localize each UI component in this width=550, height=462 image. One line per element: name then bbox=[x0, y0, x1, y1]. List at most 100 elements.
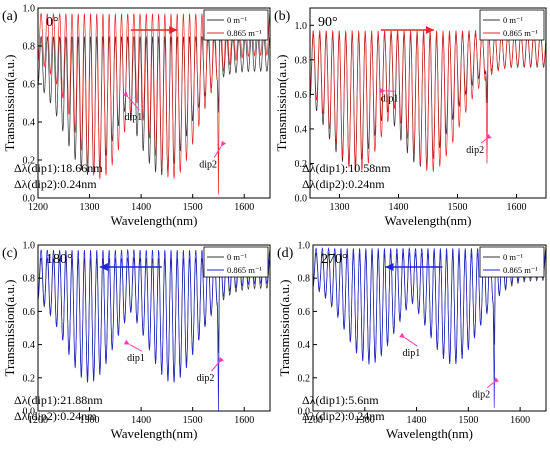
shift-arrow-head bbox=[425, 26, 434, 34]
legend-label: 0.865 m⁻¹ bbox=[503, 265, 538, 275]
panel-label: (d) bbox=[277, 246, 294, 261]
annotation-label: dip2 bbox=[472, 390, 490, 401]
angle-label: 90° bbox=[318, 15, 338, 30]
annotation-arrow-head bbox=[380, 88, 386, 94]
y-tick-label: 0.4 bbox=[23, 118, 36, 129]
y-tick-label: 0.4 bbox=[298, 340, 311, 351]
shift-note: Δλ(dip1):10.58nm bbox=[302, 161, 391, 175]
shift-note: Δλ(dip1):5.6nm bbox=[302, 393, 379, 407]
shift-note: Δλ(dip2):0.24nm bbox=[14, 409, 97, 423]
annotation-arrow bbox=[211, 362, 219, 372]
y-tick-label: 0.2 bbox=[295, 159, 308, 170]
y-tick-label: 0.0 bbox=[295, 194, 308, 205]
annotation-arrow-head bbox=[122, 91, 129, 98]
y-tick-label: 0.8 bbox=[298, 274, 311, 285]
x-tick-label: 1200 bbox=[28, 415, 48, 426]
chart-panel-a: 1200 1300 1400 1500 1600 0.0 0.2 0.4 0.6 0.8 1.0 Wa… bbox=[2, 4, 271, 228]
x-tick-label: 1300 bbox=[355, 415, 375, 426]
x-tick-label: 1400 bbox=[131, 202, 151, 213]
y-tick-label: 0.8 bbox=[23, 274, 36, 285]
x-tick-label: 1400 bbox=[389, 202, 409, 213]
chart-panel-c: 1200 1300 1400 1500 1600 0.0 0.2 0.4 0.6 0.8 1.0 Wa… bbox=[2, 241, 271, 441]
y-tick-label: 0.0 bbox=[23, 194, 36, 205]
annotation-arrow bbox=[213, 146, 222, 158]
shift-note: Δλ(dip2):0.24nm bbox=[302, 177, 385, 191]
annotation-arrow bbox=[404, 337, 418, 347]
shift-note: Δλ(dip2):0.24nm bbox=[302, 409, 385, 423]
chart-panel-d: 1200 1300 1400 1500 1600 0.0 0.2 0.4 0.6 0.8 1.0 Wa… bbox=[277, 241, 547, 441]
x-tick-label: 1600 bbox=[510, 415, 530, 426]
angle-label: 180° bbox=[46, 252, 73, 267]
legend-label: 0.865 m⁻¹ bbox=[227, 265, 262, 275]
y-axis-label: Transmission(a.u.) bbox=[2, 54, 17, 151]
angle-label: 270° bbox=[321, 252, 348, 267]
x-tick-label: 1300 bbox=[330, 202, 350, 213]
legend-label: 0 m⁻¹ bbox=[227, 252, 247, 262]
chart-panel-b: 1300 1400 1500 1600 0.0 0.2 0.4 0.6 0.8 1.0 Wavele… bbox=[274, 7, 547, 228]
legend-box bbox=[203, 246, 269, 278]
annotation-label: dip1 bbox=[381, 93, 399, 104]
y-tick-label: 0.2 bbox=[23, 373, 36, 384]
annotation-label: dip2 bbox=[197, 373, 215, 384]
y-tick-label: 0.0 bbox=[23, 407, 36, 418]
annotation-arrow-head bbox=[123, 339, 130, 345]
angle-label: 0° bbox=[46, 15, 59, 30]
annotation-label: dip2 bbox=[199, 160, 217, 171]
shift-note: Δλ(dip1):21.88nm bbox=[14, 393, 103, 407]
annotation-arrow bbox=[480, 138, 487, 144]
annotation-label: dip1 bbox=[124, 112, 142, 123]
x-tick-label: 1500 bbox=[458, 415, 478, 426]
y-tick-label: 0.6 bbox=[23, 307, 36, 318]
y-tick-label: 0.0 bbox=[298, 407, 311, 418]
legend-label: 0 m⁻¹ bbox=[503, 252, 523, 262]
y-tick-label: 0.2 bbox=[23, 156, 36, 167]
x-axis-label: Wavelength(nm) bbox=[110, 213, 197, 228]
plot-frame bbox=[309, 7, 547, 199]
x-axis-label: Wavelength(nm) bbox=[110, 426, 197, 441]
x-tick-label: 1300 bbox=[80, 415, 100, 426]
legend-box bbox=[479, 9, 545, 41]
annotation-arrow-head bbox=[218, 357, 224, 363]
y-tick-label: 0.6 bbox=[295, 90, 308, 101]
y-tick-label: 0.4 bbox=[23, 340, 36, 351]
shift-note: Δλ(dip2):0.24nm bbox=[14, 177, 97, 191]
annotation-arrow-head bbox=[493, 377, 500, 383]
x-axis-label: Wavelength(nm) bbox=[386, 426, 473, 441]
x-axis-label: Wavelength(nm) bbox=[384, 213, 471, 228]
shift-arrow-head bbox=[169, 26, 178, 34]
panel-label: (c) bbox=[2, 246, 18, 261]
x-tick-label: 1400 bbox=[131, 415, 151, 426]
annotation-arrow bbox=[127, 96, 140, 111]
y-axis-label: Transmission(a.u.) bbox=[277, 279, 292, 376]
y-tick-label: 1.0 bbox=[298, 241, 311, 252]
x-tick-label: 1200 bbox=[303, 415, 323, 426]
plot-frame bbox=[37, 7, 271, 199]
legend-box bbox=[479, 246, 545, 278]
plot-frame bbox=[37, 244, 271, 412]
legend-label: 0.865 m⁻¹ bbox=[503, 28, 538, 38]
x-tick-label: 1600 bbox=[234, 415, 254, 426]
annotation-arrow-head bbox=[221, 140, 227, 147]
y-axis-label: Transmission(a.u.) bbox=[2, 279, 17, 376]
y-tick-label: 1.0 bbox=[23, 241, 36, 252]
x-tick-label: 1500 bbox=[183, 415, 203, 426]
x-tick-label: 1600 bbox=[234, 202, 254, 213]
y-axis-label: Transmission(a.u.) bbox=[274, 54, 289, 151]
y-tick-label: 1.0 bbox=[295, 21, 308, 32]
shift-arrow-head bbox=[385, 263, 394, 271]
y-tick-label: 1.0 bbox=[23, 4, 36, 15]
y-tick-label: 0.8 bbox=[23, 42, 36, 53]
annotation-arrow-head bbox=[399, 332, 406, 338]
shift-arrow-head bbox=[99, 263, 108, 271]
plot-frame bbox=[312, 244, 547, 412]
x-tick-label: 1600 bbox=[507, 202, 527, 213]
panel-label: (b) bbox=[274, 9, 291, 24]
annotation-label: dip2 bbox=[466, 145, 484, 156]
series-line-curvature bbox=[310, 29, 546, 172]
y-tick-label: 0.6 bbox=[23, 80, 36, 91]
y-tick-label: 0.2 bbox=[298, 373, 311, 384]
legend-label: 0.865 m⁻¹ bbox=[227, 28, 262, 38]
annotation-arrow bbox=[129, 344, 143, 352]
annotation-label: dip1 bbox=[127, 353, 145, 364]
